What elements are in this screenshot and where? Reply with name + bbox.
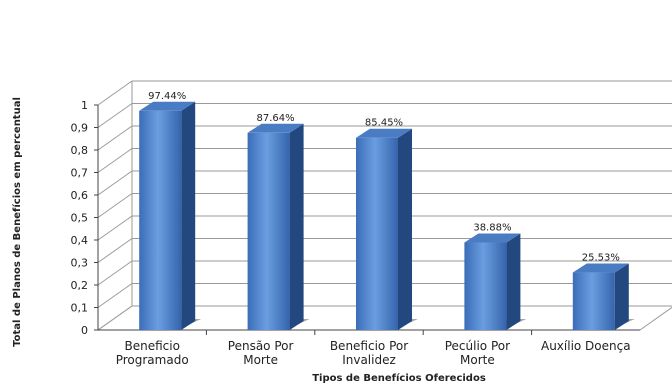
category-label: Pecúlio Por Morte	[445, 339, 510, 367]
y-tick-label: 0,2	[71, 279, 89, 292]
bar	[464, 233, 527, 330]
y-tick-label: 0,8	[71, 144, 89, 157]
gridline-diagonal	[97, 80, 133, 106]
data-label: 25.53%	[582, 253, 620, 264]
y-tick-label: 0,4	[71, 234, 89, 247]
bar	[572, 263, 635, 330]
y-tick-label: 0,9	[71, 122, 89, 135]
y-tick-label: 0,5	[71, 212, 89, 225]
y-tick-label: 1	[81, 99, 88, 112]
bar-side	[614, 263, 629, 330]
bar-top	[572, 263, 629, 273]
bars	[139, 101, 635, 330]
gridline-diagonal	[97, 238, 133, 263]
y-tick-label: 0,7	[71, 167, 89, 180]
x-axis-title: Tipos de Benefícios Oferecidos	[312, 372, 486, 384]
bar-top	[139, 101, 196, 111]
gridline-diagonal	[97, 148, 133, 173]
gridline-diagonal	[97, 305, 133, 331]
y-tick-label: 0	[81, 324, 88, 337]
bar-front	[247, 132, 290, 330]
data-label: 38.88%	[473, 223, 511, 234]
category-label: Beneficio Programado	[116, 339, 189, 367]
bar	[139, 101, 202, 330]
category-label: Auxílio Doença	[541, 339, 631, 353]
bar-front	[572, 272, 615, 330]
bar-side	[289, 123, 304, 330]
y-tick-label: 0,6	[71, 189, 89, 202]
bar-side	[398, 128, 412, 330]
data-label: 97.44%	[148, 91, 186, 102]
gridline-diagonal	[97, 125, 133, 151]
y-tick-label: 0,3	[71, 257, 89, 270]
category-labels: 97.44% Beneficio Programado 87.64% Pensão Po…	[116, 91, 631, 367]
category-label: Beneficio Por Invalidez	[330, 339, 408, 367]
data-label: 85.45%	[365, 118, 403, 129]
gridline-diagonal	[97, 170, 133, 196]
y-axis-title: Total de Planos de Benefícios em percent…	[11, 97, 23, 347]
bar-top	[247, 123, 304, 133]
bar-side	[506, 233, 521, 330]
gridline-diagonal	[97, 260, 133, 286]
gridline-diagonal	[97, 215, 133, 241]
bar-side	[181, 101, 196, 330]
data-label: 87.64%	[257, 113, 295, 124]
y-axis: 0 0,1 0,2 0,3 0,4 0,5 0,6 0,7 0,8 0,9 1	[71, 99, 640, 337]
gridline-diagonal	[97, 283, 133, 308]
bar-top	[356, 128, 412, 138]
bar-front	[139, 110, 182, 330]
bar-top	[464, 233, 521, 243]
gridline-diagonal	[97, 103, 133, 128]
y-tick-label: 0,1	[71, 302, 89, 315]
gridline-diagonal	[97, 193, 133, 218]
category-label: Pensão Por Morte	[228, 339, 294, 367]
bar	[356, 128, 418, 330]
bar-front	[356, 137, 398, 330]
bar-front	[464, 242, 507, 330]
bar	[247, 123, 310, 330]
